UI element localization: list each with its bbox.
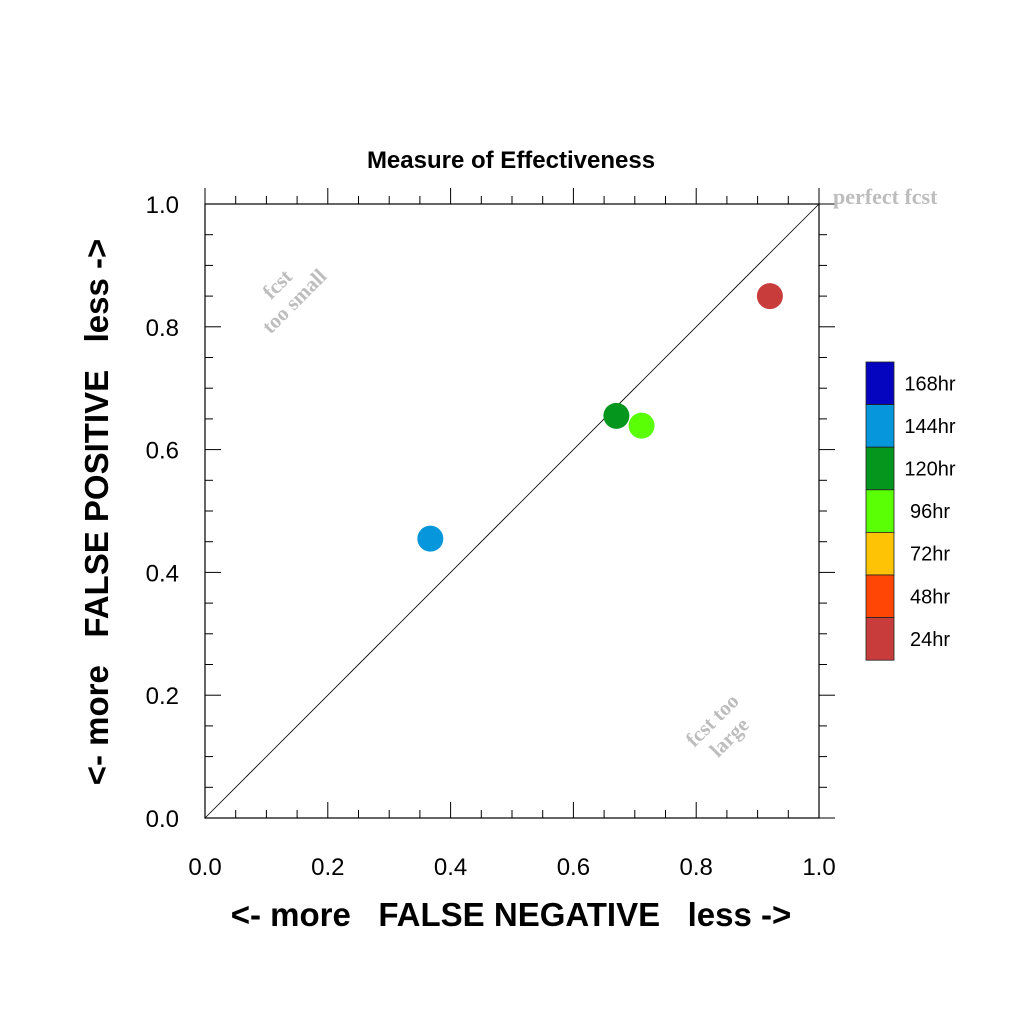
x-tick-label: 0.0 <box>188 854 221 881</box>
legend-swatch-144hr <box>865 404 895 448</box>
annotation-forecast-too-small: fcst too small <box>257 264 331 338</box>
data-point-24hr <box>756 283 783 310</box>
y-tick-label: 0.8 <box>146 315 179 342</box>
legend-label-24hr: 24hr <box>910 629 950 651</box>
legend-swatch-96hr <box>865 489 895 533</box>
legend-label-120hr: 120hr <box>904 459 955 481</box>
x-tick-label: 1.0 <box>802 854 835 881</box>
legend-swatch-168hr <box>865 361 895 405</box>
data-point-96hr <box>628 412 655 439</box>
data-point-144hr <box>417 525 444 552</box>
x-axis-label: <- more FALSE NEGATIVE less -> <box>231 896 792 933</box>
legend: 168hr 144hr 120hr 96hr 72hr 48hr 24hr <box>865 361 956 661</box>
data-point-120hr <box>603 402 630 429</box>
legend-swatch-48hr <box>865 574 895 618</box>
y-tick-label: 1.0 <box>146 192 179 219</box>
tick-labels: 0.0 0.2 0.4 0.6 0.8 1.0 0.0 0.2 0.4 0.6 0.8 1.0 <box>146 192 836 881</box>
legend-swatch-72hr <box>865 532 895 576</box>
plot-area: 0.0 0.2 0.4 0.6 0.8 1.0 0.0 0.2 0.4 0.6 0.8 1.0 <box>146 188 836 881</box>
x-tick-label: 0.6 <box>557 854 590 881</box>
legend-label-96hr: 96hr <box>910 501 950 523</box>
legend-label-144hr: 144hr <box>904 416 955 438</box>
x-tick-label: 0.8 <box>680 854 713 881</box>
y-tick-label: 0.0 <box>146 806 179 833</box>
plot-frame <box>204 203 820 819</box>
legend-swatch-120hr <box>865 446 895 491</box>
x-tick-label: 0.2 <box>311 854 344 881</box>
y-axis-label: <- more FALSE POSITIVE less -> <box>78 239 115 786</box>
chart-title: Measure of Effectiveness <box>367 147 655 174</box>
legend-label-168hr: 168hr <box>904 373 955 395</box>
perfect-forecast-line <box>204 203 820 819</box>
y-tick-label: 0.4 <box>146 560 179 587</box>
legend-label-48hr: 48hr <box>910 586 950 608</box>
annotation-forecast-too-large: fcst too large <box>681 689 754 762</box>
legend-label-72hr: 72hr <box>910 544 950 566</box>
legend-swatch-24hr <box>865 617 895 661</box>
x-tick-label: 0.4 <box>434 854 467 881</box>
y-tick-label: 0.6 <box>146 438 179 465</box>
y-tick-label: 0.2 <box>146 683 179 710</box>
annotation-perfect-forecast: perfect fcst <box>833 184 938 209</box>
data-points <box>417 283 783 552</box>
